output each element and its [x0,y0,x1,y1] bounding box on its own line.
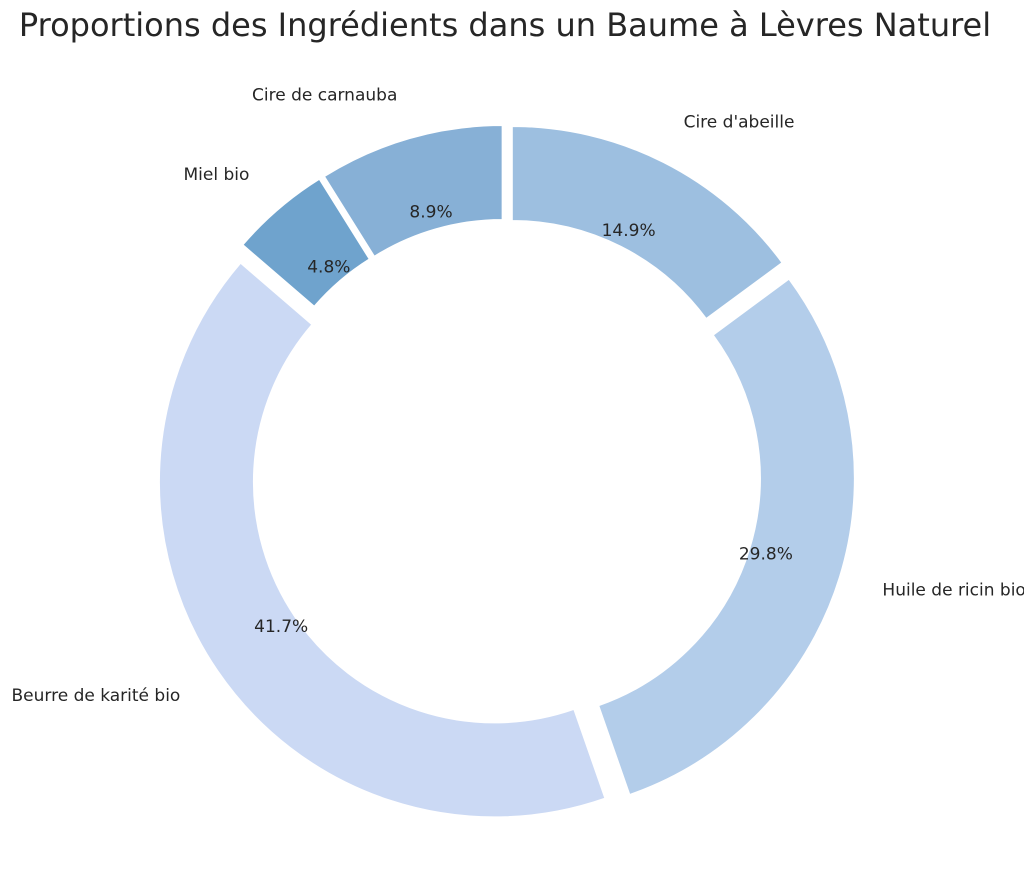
slice-percent-miel-bio: 4.8% [307,258,350,278]
slice-percent-cire-de-carnauba: 8.9% [409,203,452,223]
slice-label-beurre-de-karite-bio: Beurre de karité bio [12,686,181,706]
slice-percent-cire-d-abeille: 14.9% [602,221,656,241]
slice-label-cire-de-carnauba: Cire de carnauba [252,85,397,105]
donut-slice-miel-bio [242,178,370,307]
slice-percent-beurre-de-karite-bio: 41.7% [254,617,308,637]
chart-title: Proportions des Ingrédients dans un Baum… [18,6,992,44]
slice-label-huile-de-ricin-bio: Huile de ricin bio [882,580,1024,600]
donut-slice-cire-d-abeille [511,126,783,320]
donut-slice-beurre-de-karite-bio [158,262,606,818]
donut-slice-cire-de-carnauba [323,125,503,257]
donut-slice-huile-de-ricin-bio [598,278,855,796]
slice-percent-huile-de-ricin-bio: 29.8% [739,544,793,564]
slice-label-cire-d-abeille: Cire d'abeille [684,112,795,132]
slice-label-miel-bio: Miel bio [183,165,249,185]
